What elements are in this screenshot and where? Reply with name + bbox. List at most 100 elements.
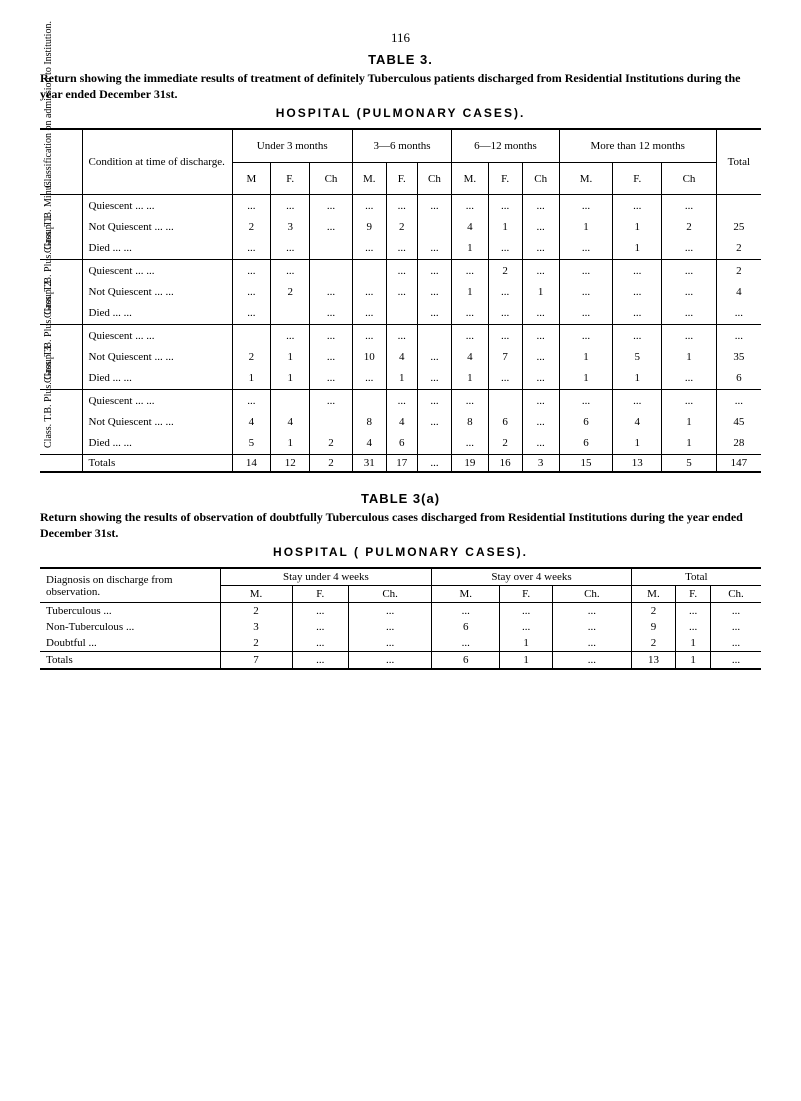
data-cell: ... <box>662 390 716 412</box>
header-more12: More than 12 months <box>559 129 716 162</box>
data-cell: 28 <box>716 433 761 455</box>
data-cell: ... <box>310 368 353 390</box>
sub-M: M. <box>352 162 386 194</box>
data-cell: ... <box>522 412 559 433</box>
data-cell: ... <box>310 282 353 303</box>
data-cell: 5 <box>232 433 271 455</box>
sub-F: F. <box>386 162 417 194</box>
data-cell: 6 <box>432 619 500 635</box>
data-cell: ... <box>417 282 451 303</box>
data-cell: 1 <box>613 217 662 238</box>
sub-Ch: Ch. <box>711 586 761 603</box>
data-cell: 2 <box>631 603 676 620</box>
header-6-12: 6—12 months <box>452 129 560 162</box>
total-cell: ... <box>292 652 348 670</box>
data-cell: 1 <box>559 217 612 238</box>
table3a-caption: Return showing the results of observatio… <box>40 510 761 541</box>
data-cell: 1 <box>271 368 310 390</box>
data-cell: ... <box>522 433 559 455</box>
table3-caption: Return showing the immediate results of … <box>40 71 761 102</box>
data-cell: ... <box>662 325 716 347</box>
data-cell: 5 <box>613 347 662 368</box>
data-cell: 8 <box>352 412 386 433</box>
data-cell: ... <box>662 195 716 217</box>
data-cell: ... <box>386 260 417 282</box>
data-cell: 1 <box>488 217 522 238</box>
total-cell: 14 <box>232 455 271 473</box>
data-cell: 1 <box>613 238 662 260</box>
data-cell: ... <box>613 303 662 325</box>
data-cell <box>310 238 353 260</box>
data-cell: ... <box>417 347 451 368</box>
sub-F: F. <box>488 162 522 194</box>
data-cell: 6 <box>488 412 522 433</box>
data-cell <box>716 195 761 217</box>
data-cell: ... <box>232 195 271 217</box>
data-cell: ... <box>676 603 711 620</box>
data-cell: ... <box>452 433 489 455</box>
data-cell: ... <box>292 603 348 620</box>
data-cell: ... <box>662 282 716 303</box>
data-cell: ... <box>559 303 612 325</box>
condition-cell: Quiescent ... ... <box>82 195 232 217</box>
sub-M: M. <box>559 162 612 194</box>
data-cell: ... <box>452 390 489 412</box>
data-cell: ... <box>522 368 559 390</box>
data-cell: ... <box>676 619 711 635</box>
data-cell: 1 <box>559 368 612 390</box>
data-cell: ... <box>232 282 271 303</box>
header-under3: Under 3 months <box>232 129 352 162</box>
header-total: Total <box>716 129 761 195</box>
data-cell: ... <box>292 619 348 635</box>
data-cell: ... <box>386 325 417 347</box>
data-cell: 2 <box>716 238 761 260</box>
data-cell: ... <box>271 238 310 260</box>
total-cell: 147 <box>716 455 761 473</box>
data-cell: 6 <box>559 412 612 433</box>
data-cell: ... <box>348 635 431 652</box>
data-cell: ... <box>553 603 632 620</box>
total-cell: 17 <box>386 455 417 473</box>
data-cell: 1 <box>452 282 489 303</box>
data-cell: ... <box>500 603 553 620</box>
data-cell: 4 <box>352 433 386 455</box>
data-cell: 4 <box>613 412 662 433</box>
data-cell: ... <box>559 282 612 303</box>
data-cell: 2 <box>232 217 271 238</box>
data-cell: ... <box>386 390 417 412</box>
data-cell: ... <box>522 325 559 347</box>
data-cell: ... <box>310 390 353 412</box>
data-cell: 2 <box>232 347 271 368</box>
data-cell: ... <box>613 390 662 412</box>
data-cell: ... <box>452 303 489 325</box>
table3-subcaption: HOSPITAL (PULMONARY CASES). <box>40 106 761 120</box>
data-cell: ... <box>488 195 522 217</box>
data-cell: 2 <box>220 603 292 620</box>
total-cell: ... <box>553 652 632 670</box>
data-cell: ... <box>522 195 559 217</box>
total-cell: 1 <box>676 652 711 670</box>
sub-Ch: Ch <box>662 162 716 194</box>
sub-M: M. <box>452 162 489 194</box>
data-cell: 35 <box>716 347 761 368</box>
data-cell: ... <box>310 195 353 217</box>
condition-cell: Not Quiescent ... ... <box>82 282 232 303</box>
sub-Ch: Ch <box>417 162 451 194</box>
data-cell: ... <box>271 195 310 217</box>
table3: Classification on admission to Instituti… <box>40 128 761 473</box>
data-cell: 4 <box>232 412 271 433</box>
data-cell: 1 <box>271 433 310 455</box>
data-cell: ... <box>352 238 386 260</box>
data-cell: ... <box>386 195 417 217</box>
sub-M: M <box>232 162 271 194</box>
data-cell: 3 <box>271 217 310 238</box>
data-cell: ... <box>386 282 417 303</box>
data-cell: ... <box>559 260 612 282</box>
data-cell: ... <box>232 390 271 412</box>
data-cell: ... <box>452 260 489 282</box>
condition-cell: Quiescent ... ... <box>82 260 232 282</box>
header-over4: Stay over 4 weeks <box>432 568 631 586</box>
data-cell: ... <box>432 635 500 652</box>
data-cell: ... <box>271 325 310 347</box>
data-cell: ... <box>488 303 522 325</box>
